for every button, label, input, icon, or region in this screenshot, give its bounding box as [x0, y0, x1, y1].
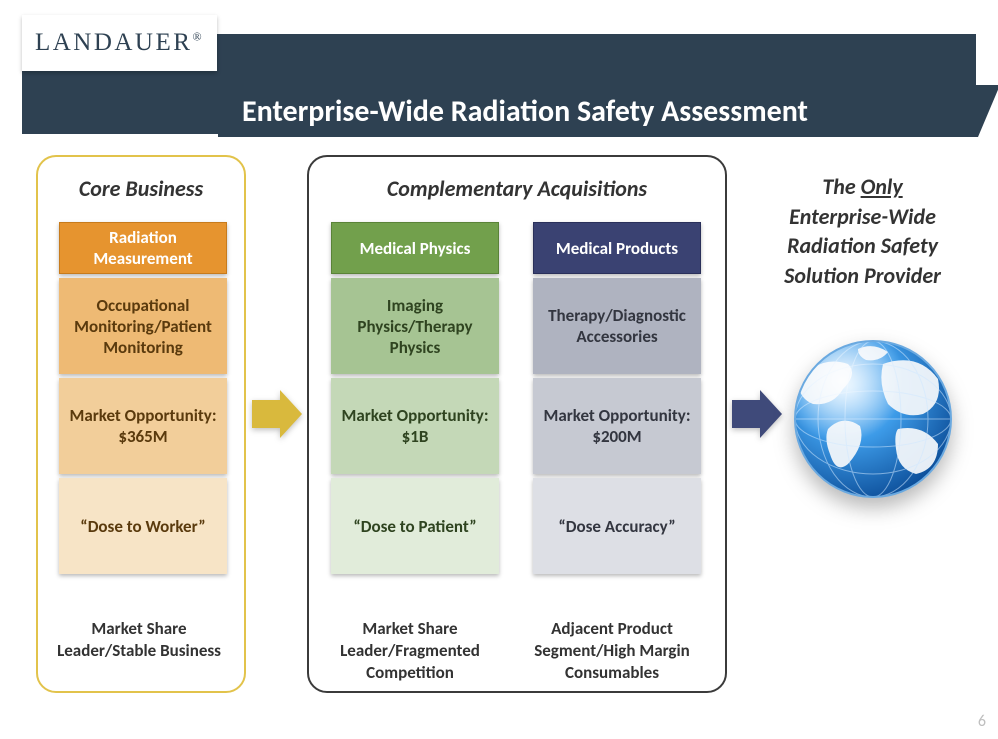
core-row-3: “Dose to Worker” [59, 478, 227, 574]
brand-logo: LANDAUER® [22, 15, 217, 71]
page-number: 6 [978, 712, 986, 731]
acq-panel-title: Complementary Acquisitions [309, 175, 725, 202]
outcome-text: The Only Enterprise-Wide Radiation Safet… [755, 172, 970, 291]
outcome-line-1a: The [822, 173, 860, 200]
core-column: Radiation Measurement Occupational Monit… [59, 222, 227, 578]
prod-row-2: Market Opportunity: $200M [533, 378, 701, 474]
core-footer-note: Market Share Leader/Stable Business [49, 618, 229, 662]
brand-logo-label: LANDAUER [35, 29, 193, 56]
globe-icon [788, 334, 958, 504]
registered-mark-icon: ® [192, 30, 204, 44]
outcome-line-4: Solution Provider [784, 262, 941, 289]
page-title: Enterprise-Wide Radiation Safety Assessm… [242, 93, 808, 130]
arrow-core-to-acq-icon [252, 390, 302, 438]
prod-header-cell: Medical Products [533, 222, 701, 274]
mp-row-2: Market Opportunity: $1B [331, 378, 499, 474]
acquisitions-panel: Complementary Acquisitions Medical Physi… [307, 155, 727, 693]
prod-footer-note: Adjacent Product Segment/High Margin Con… [522, 618, 702, 683]
core-header-cell: Radiation Measurement [59, 222, 227, 274]
outcome-line-3: Radiation Safety [787, 232, 938, 259]
medical-physics-column: Medical Physics Imaging Physics/Therapy … [331, 222, 499, 578]
brand-logo-text: LANDAUER® [35, 29, 204, 57]
outcome-line-2: Enterprise-Wide [789, 203, 936, 230]
outcome-block: The Only Enterprise-Wide Radiation Safet… [755, 172, 970, 291]
core-row-1: Occupational Monitoring/Patient Monitori… [59, 278, 227, 374]
core-row-2: Market Opportunity: $365M [59, 378, 227, 474]
mp-row-1: Imaging Physics/Therapy Physics [331, 278, 499, 374]
title-banner: Enterprise-Wide Radiation Safety Assessm… [218, 85, 978, 137]
core-panel-title: Core Business [38, 175, 244, 202]
core-business-panel: Core Business Radiation Measurement Occu… [36, 155, 246, 693]
arrow-acq-to-outcome-icon [732, 390, 782, 438]
mp-row-3: “Dose to Patient” [331, 478, 499, 574]
prod-row-1: Therapy/Diagnostic Accessories [533, 278, 701, 374]
medical-products-column: Medical Products Therapy/Diagnostic Acce… [533, 222, 701, 578]
outcome-line-1b: Only [861, 173, 903, 200]
prod-row-3: “Dose Accuracy” [533, 478, 701, 574]
mp-footer-note: Market Share Leader/Fragmented Competiti… [320, 618, 500, 683]
mp-header-cell: Medical Physics [331, 222, 499, 274]
